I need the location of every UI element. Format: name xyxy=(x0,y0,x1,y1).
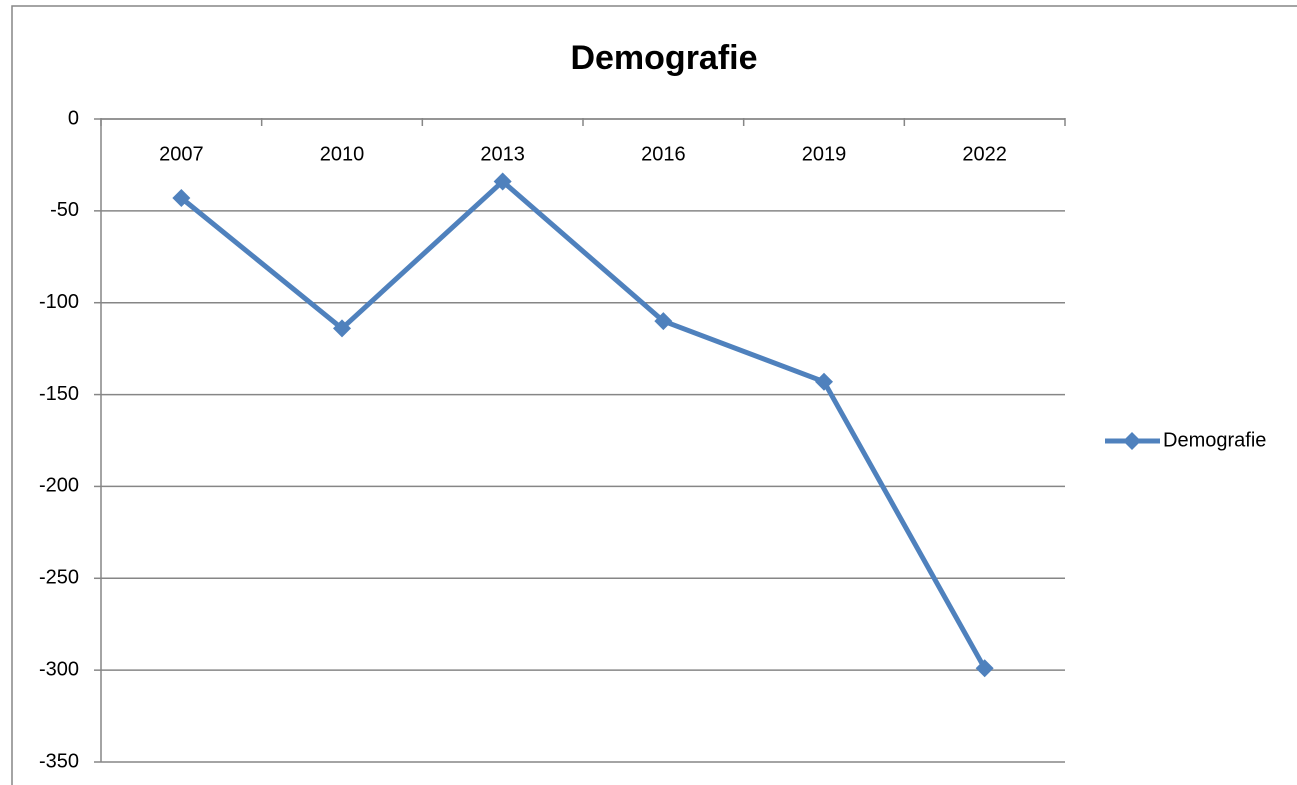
point-marker xyxy=(975,659,994,678)
point-marker xyxy=(493,172,512,191)
y-tick-label: 0 xyxy=(68,107,79,129)
x-tick-label: 2013 xyxy=(480,143,525,165)
y-tick-label: -50 xyxy=(50,199,79,221)
y-tick-label: -150 xyxy=(39,383,79,405)
point-marker xyxy=(333,319,351,338)
point-marker xyxy=(654,312,673,331)
x-tick-label: 2007 xyxy=(159,143,204,165)
point-marker xyxy=(815,372,833,391)
x-tick-label: 2016 xyxy=(641,143,686,165)
legend-label: Demografie xyxy=(1163,429,1266,451)
x-tick-label: 2010 xyxy=(320,143,365,165)
chart-title: Demografie xyxy=(570,39,757,77)
series-line xyxy=(179,178,987,670)
y-tick-label: -200 xyxy=(39,475,79,497)
x-tick-label: 2022 xyxy=(962,143,1007,165)
y-tick-label: -100 xyxy=(39,291,79,313)
y-tick-label: -300 xyxy=(39,658,79,680)
legend-marker xyxy=(1123,432,1141,450)
chart-frame xyxy=(11,5,1297,785)
point-marker xyxy=(172,188,191,207)
y-tick-label: -250 xyxy=(39,567,79,589)
x-tick-label: 2019 xyxy=(802,143,847,165)
y-tick-label: -350 xyxy=(39,750,79,772)
